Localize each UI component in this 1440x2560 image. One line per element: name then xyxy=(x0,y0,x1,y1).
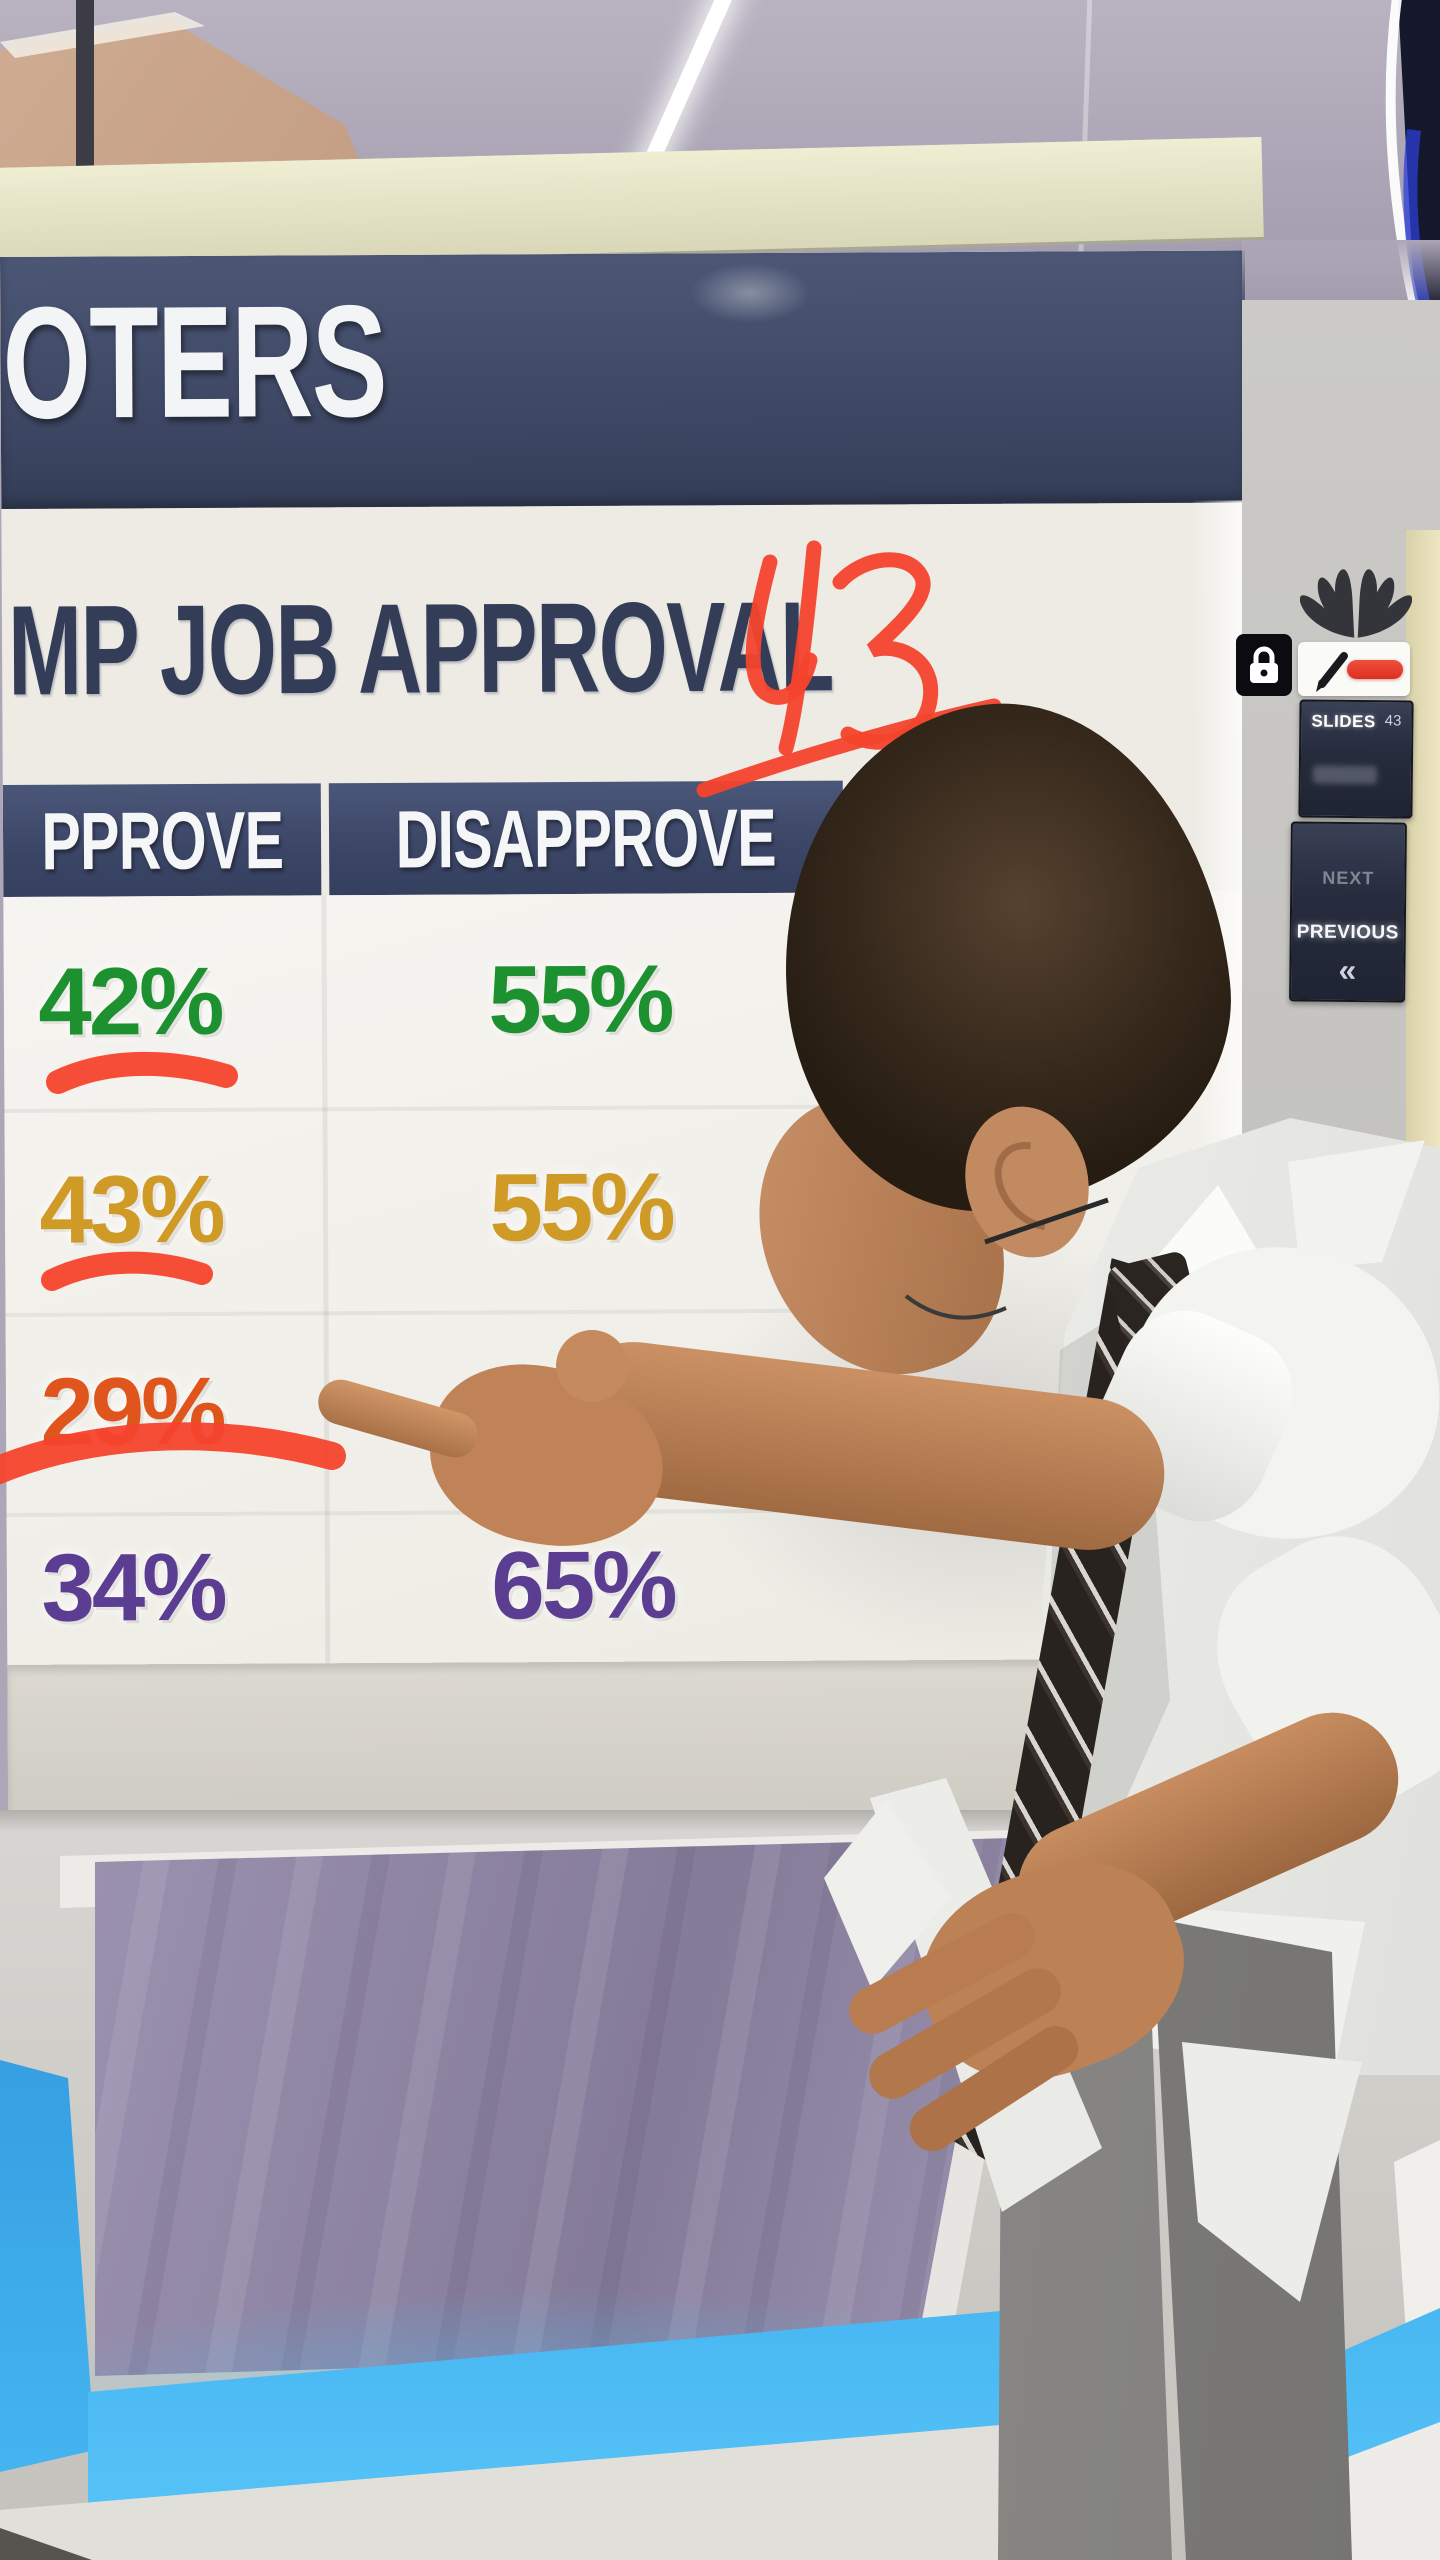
studio-post xyxy=(76,0,94,178)
studio-floor-set xyxy=(0,1810,1440,2560)
disapprove-value: 55% xyxy=(488,945,672,1054)
poll-table: 42% 55% 43% 55% 29% 34% 65% xyxy=(3,890,1253,1665)
slides-count: 43 xyxy=(1384,712,1402,730)
wall-blend xyxy=(1242,240,1440,310)
red-eraser-pill[interactable] xyxy=(1347,660,1403,679)
board-title: MP JOB APPROVAL xyxy=(7,575,834,723)
approve-value: 43% xyxy=(39,1155,223,1264)
disapprove-value-hidden xyxy=(332,1309,847,1512)
back-chevrons-button[interactable]: « xyxy=(1338,951,1357,989)
slides-panel[interactable]: SLIDES 43 xyxy=(1298,699,1414,819)
approve-value: 29% xyxy=(40,1357,224,1466)
navigation-panel: NEXT PREVIOUS « xyxy=(1289,821,1407,1003)
banner-title: OTERS xyxy=(2,272,387,453)
screen-glare xyxy=(690,262,811,324)
column-header-disapprove: DISAPPROVE xyxy=(328,780,844,896)
next-button[interactable]: NEXT xyxy=(1322,867,1375,889)
board-bottom-margin xyxy=(7,1658,1254,1815)
disapprove-value: 55% xyxy=(489,1153,673,1262)
table-row: 43% 55% xyxy=(4,1105,853,1313)
disapprove-value: 65% xyxy=(491,1531,675,1640)
marker-pen-icon xyxy=(1316,652,1348,692)
slides-label: SLIDES xyxy=(1311,711,1376,732)
previous-button[interactable]: PREVIOUS xyxy=(1296,921,1399,944)
board-title-row: MP JOB APPROVAL xyxy=(2,550,1248,747)
banner-bar: OTERS xyxy=(0,250,1247,509)
approve-value: 34% xyxy=(41,1533,225,1642)
peacock-icon xyxy=(1300,569,1412,638)
board-shadow xyxy=(0,1810,1250,1832)
touchscreen-board: OTERS MP JOB APPROVAL PPROVE DISAPPROVE … xyxy=(0,250,1254,1815)
table-row: 29% xyxy=(6,1309,855,1513)
table-row: 34% 65% xyxy=(7,1509,856,1665)
lock-button[interactable] xyxy=(1236,634,1292,696)
pen-tool-panel[interactable] xyxy=(1298,642,1410,696)
side-pillar xyxy=(1406,530,1440,1460)
column-header-approve: PPROVE xyxy=(2,783,322,897)
approve-value: 42% xyxy=(38,947,222,1056)
lock-icon xyxy=(1250,646,1278,683)
table-header-row: PPROVE DISAPPROVE xyxy=(2,778,1249,897)
table-row: 42% 55% xyxy=(3,893,852,1109)
slides-panel-dim-item xyxy=(1312,765,1377,785)
